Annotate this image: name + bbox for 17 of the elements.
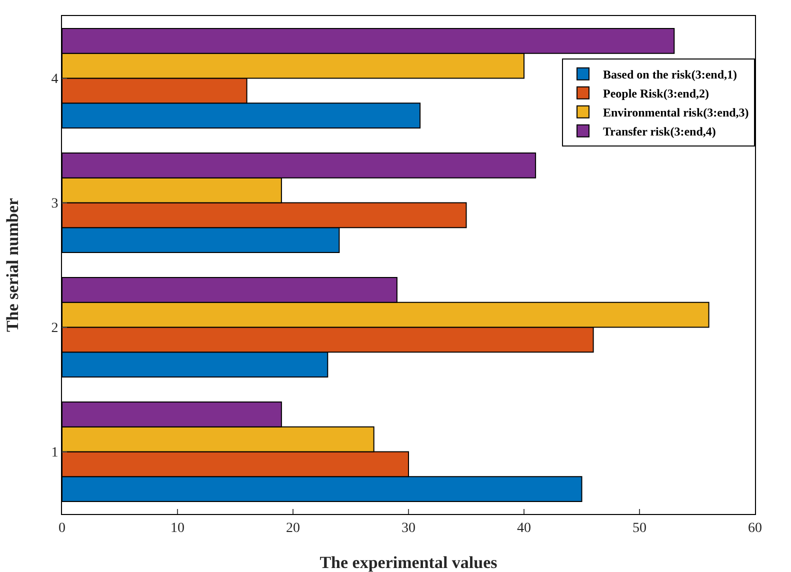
x-tick-label: 20 bbox=[286, 520, 300, 536]
x-tick-label: 30 bbox=[402, 520, 416, 536]
legend-label: Based on the risk(3:end,1) bbox=[603, 68, 738, 82]
y-tick-label: 1 bbox=[51, 446, 58, 461]
x-axis-title: The experimental values bbox=[320, 553, 498, 572]
x-tick-label: 10 bbox=[170, 520, 184, 536]
y-tick-label: 2 bbox=[51, 321, 58, 336]
x-tick-label: 40 bbox=[517, 520, 531, 536]
y-tick-label: 3 bbox=[51, 196, 58, 212]
legend-label: Environmental risk(3:end,3) bbox=[603, 106, 749, 120]
x-tick-label: 60 bbox=[748, 520, 762, 536]
legend-label: People Risk(3:end,2) bbox=[603, 86, 709, 101]
x-tick-label: 50 bbox=[632, 520, 646, 536]
x-tick-label: 0 bbox=[58, 520, 66, 536]
y-tick-label: 4 bbox=[51, 72, 58, 88]
legend-label: Transfer risk(3:end,4) bbox=[603, 124, 716, 139]
y-axis-title: The serial number bbox=[3, 197, 22, 332]
